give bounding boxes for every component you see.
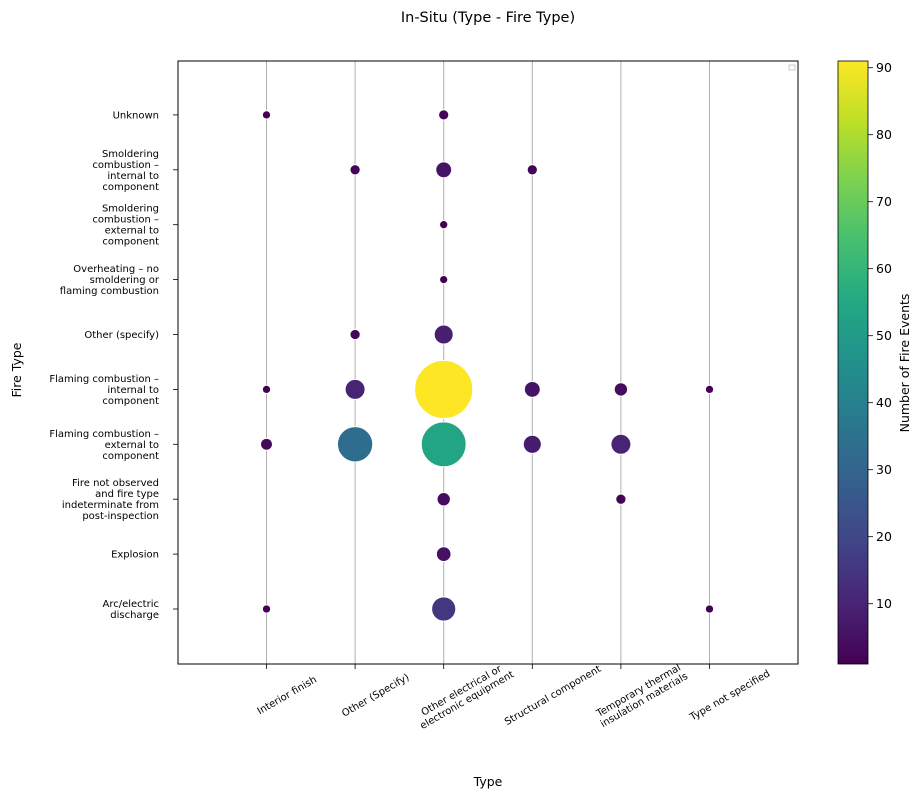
y-tick-label-2: Fire not observed and fire type indetermin… xyxy=(62,478,159,522)
colorbar-tick-label-5: 60 xyxy=(876,261,892,276)
colorbar-tick-label-8: 90 xyxy=(876,60,892,75)
bubbles xyxy=(260,109,715,622)
bubble-x2-y0 xyxy=(431,596,457,622)
x-tick-label-0: Interior finish xyxy=(256,674,319,717)
bubble-x0-y9 xyxy=(261,110,272,120)
legend-box xyxy=(788,64,796,71)
bubble-x5-y0 xyxy=(704,604,715,614)
bubble-x2-y2 xyxy=(436,492,451,507)
plot-frame xyxy=(177,60,799,665)
y-tick-label-0: Arc/electric discharge xyxy=(103,599,160,621)
bubble-x2-y9 xyxy=(438,109,450,121)
colorbar-tick-label-7: 80 xyxy=(876,127,892,142)
y-tick-label-8: Smoldering combustion – internal to compone… xyxy=(92,149,159,193)
colorbar-label: Number of Fire Events xyxy=(897,294,912,433)
y-tick-label-1: Explosion xyxy=(111,550,159,561)
colorbar-ticks: 10 20 30 40 50 60 70 80 90 xyxy=(868,60,892,611)
bubble-x2-y4 xyxy=(414,359,474,419)
colorbar-tick-label-4: 50 xyxy=(876,328,892,343)
x-axis-ticks: Interior finish Other (Specify) Other elec… xyxy=(256,660,773,732)
colorbar-tick-label-3: 40 xyxy=(876,395,892,410)
bubble-x1-y8 xyxy=(349,164,361,176)
bubble-x2-y3 xyxy=(420,421,467,468)
y-tick-label-5: Other (specify) xyxy=(84,330,159,341)
bubble-x4-y4 xyxy=(613,382,629,397)
y-tick-label-3: Flaming combustion – external to component xyxy=(49,429,159,462)
grid-lines xyxy=(266,61,710,664)
chart-title: In-Situ (Type - Fire Type) xyxy=(401,10,575,26)
bubble-x0-y0 xyxy=(261,604,272,614)
colorbar-tick-label-1: 20 xyxy=(876,529,892,544)
x-tick-label-4: Temporary thermalinsulation materials xyxy=(593,662,690,730)
y-axis-ticks: Arc/electric discharge Explosion Fire not o… xyxy=(49,110,178,621)
bubble-x1-y4 xyxy=(344,378,366,400)
y-tick-label-6: Overheating – no smoldering or flaming com… xyxy=(60,264,160,297)
x-tick-label-2: Other electrical orelectronic equipment xyxy=(413,660,516,732)
bubble-x2-y7 xyxy=(439,220,449,230)
x-tick-label-5: Type not specified xyxy=(687,668,772,723)
colorbar-tick-label-2: 30 xyxy=(876,462,892,477)
bubble-x0-y4 xyxy=(261,384,272,395)
colorbar-tick-label-6: 70 xyxy=(876,194,892,209)
bubble-x1-y3 xyxy=(336,426,374,463)
bubble-x1-y5 xyxy=(349,328,361,341)
bubble-x2-y5 xyxy=(433,324,454,345)
bubble-x3-y3 xyxy=(522,434,542,454)
bubble-x4-y3 xyxy=(610,433,632,455)
y-tick-label-9: Unknown xyxy=(113,110,159,121)
bubble-x4-y2 xyxy=(615,493,627,505)
x-tick-label-3: Structural component xyxy=(503,664,603,728)
bubble-x2-y6 xyxy=(439,274,449,285)
bubble-x3-y8 xyxy=(526,164,538,176)
y-tick-label-4: Flaming combustion – internal to component xyxy=(49,374,159,407)
x-tick-label-1: Other (Specify) xyxy=(340,672,411,719)
bubble-x5-y4 xyxy=(704,384,715,395)
bubble-x0-y3 xyxy=(260,437,273,451)
y-tick-label-7: Smoldering combustion – external to compone… xyxy=(92,204,159,248)
bubble-x2-y8 xyxy=(435,161,453,179)
bubble-x2-y1 xyxy=(435,546,452,562)
bubble-x3-y4 xyxy=(523,380,541,398)
y-axis-label: Fire Type xyxy=(9,342,24,397)
colorbar-tick-label-0: 10 xyxy=(876,596,892,611)
x-axis-label: Type xyxy=(473,774,503,789)
colorbar xyxy=(837,60,869,665)
